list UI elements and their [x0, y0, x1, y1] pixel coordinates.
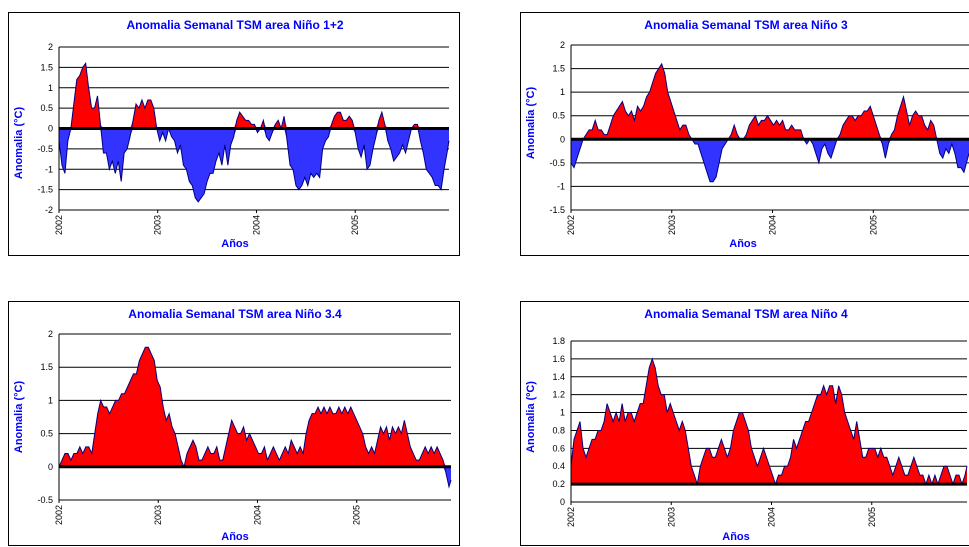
- y-tick-label: 1.5: [40, 362, 53, 372]
- y-tick-label: 1.6: [552, 354, 565, 364]
- chart-svg-nino34: Anomalia Semanal TSM area Niño 3.4 Anoma…: [13, 307, 452, 543]
- y-tick-label: -1.5: [549, 205, 565, 215]
- chart-svg-nino12: Anomalia Semanal TSM area Niño 1+2 Anoma…: [13, 18, 450, 250]
- x-tick-label: 2004: [252, 505, 262, 525]
- x-tick-label: 2002: [566, 215, 576, 235]
- y-axis-label: Anomalia (°C): [13, 381, 25, 454]
- x-tick-label: 2004: [768, 215, 778, 235]
- y-tick-label: 0: [560, 497, 565, 507]
- y-tick-label: 0.6: [552, 443, 565, 453]
- series-line: [570, 357, 968, 486]
- x-tick-label: 2002: [54, 215, 64, 235]
- y-tick-label: 0: [48, 124, 53, 134]
- y-tick-label: 0.2: [552, 479, 565, 489]
- series-line: [570, 62, 969, 183]
- y-tick-label: -0.5: [37, 495, 53, 505]
- chart-title: Anomalia Semanal TSM area Niño 4: [644, 307, 848, 321]
- chart-svg-nino4: Anomalia Semanal TSM area Niño 4 Anomali…: [525, 307, 968, 543]
- y-tick-label: 1.5: [552, 64, 565, 74]
- y-tick-label: -2: [45, 205, 53, 215]
- series-line: [58, 61, 450, 203]
- x-axis-label: Años: [221, 531, 249, 543]
- y-axis-label: Anomalia (°C): [13, 107, 25, 180]
- y-axis-label: Anomalia (ºC): [525, 381, 537, 453]
- y-tick-label: -0.5: [549, 158, 565, 168]
- y-tick-label: 2: [48, 42, 53, 52]
- y-tick-label: 2: [48, 329, 53, 339]
- y-tick-label: 1.8: [552, 336, 565, 346]
- y-tick-label: 1.5: [40, 62, 53, 72]
- y-tick-label: -1: [45, 164, 53, 174]
- series-line: [58, 346, 452, 489]
- positive-anomaly-area: [571, 63, 969, 140]
- x-tick-label: 2002: [566, 507, 576, 527]
- x-tick-label: 2005: [868, 215, 878, 235]
- y-tick-label: 1: [48, 83, 53, 93]
- x-tick-label: 2005: [350, 215, 360, 235]
- chart-panel-nino3: Anomalia Semanal TSM area Niño 3 Anomali…: [520, 12, 969, 256]
- chart-panel-nino34: Anomalia Semanal TSM area Niño 3.4 Anoma…: [8, 301, 460, 546]
- positive-anomaly-area: [59, 63, 449, 129]
- x-axis-label: Años: [722, 531, 750, 543]
- chart-panel-nino12: Anomalia Semanal TSM area Niño 1+2 Anoma…: [8, 12, 460, 256]
- y-tick-label: 0.5: [40, 103, 53, 113]
- y-axis-label: Anomalia (°C): [525, 87, 537, 160]
- y-tick-label: 1.4: [552, 372, 565, 382]
- x-tick-label: 2005: [352, 505, 362, 525]
- y-tick-label: 0: [560, 134, 565, 144]
- chart-svg-nino3: Anomalia Semanal TSM area Niño 3 Anomali…: [525, 18, 969, 250]
- x-tick-label: 2003: [153, 215, 163, 235]
- y-tick-label: 1: [560, 87, 565, 97]
- chart-title: Anomalia Semanal TSM area Niño 3.4: [128, 307, 342, 321]
- y-tick-label: 1.2: [552, 390, 565, 400]
- negative-anomaly-area: [571, 139, 969, 182]
- x-tick-label: 2004: [251, 215, 261, 235]
- x-tick-label: 2002: [54, 505, 64, 525]
- y-tick-label: 0.5: [40, 429, 53, 439]
- chart-title: Anomalia Semanal TSM area Niño 3: [644, 18, 848, 32]
- x-tick-label: 2005: [867, 507, 877, 527]
- x-tick-label: 2003: [667, 215, 677, 235]
- chart-title: Anomalia Semanal TSM area Niño 1+2: [126, 18, 343, 32]
- negative-anomaly-area: [59, 466, 451, 487]
- y-tick-label: 0: [48, 462, 53, 472]
- y-tick-label: 1: [48, 395, 53, 405]
- x-tick-label: 2003: [666, 507, 676, 527]
- y-tick-label: 1: [560, 408, 565, 418]
- y-tick-label: 2: [560, 40, 565, 50]
- y-tick-label: 0.4: [552, 461, 565, 471]
- positive-anomaly-area: [59, 347, 451, 467]
- y-tick-label: -1.5: [37, 185, 53, 195]
- x-axis-label: Años: [221, 238, 249, 250]
- x-axis-label: Años: [729, 238, 757, 250]
- y-tick-label: -0.5: [37, 144, 53, 154]
- x-tick-label: 2004: [767, 507, 777, 527]
- chart-panel-nino4: Anomalia Semanal TSM area Niño 4 Anomali…: [520, 301, 969, 546]
- x-tick-label: 2003: [153, 505, 163, 525]
- y-tick-label: 0.5: [552, 111, 565, 121]
- positive-anomaly-area: [571, 358, 967, 485]
- y-tick-label: -1: [557, 181, 565, 191]
- y-tick-label: 0.8: [552, 425, 565, 435]
